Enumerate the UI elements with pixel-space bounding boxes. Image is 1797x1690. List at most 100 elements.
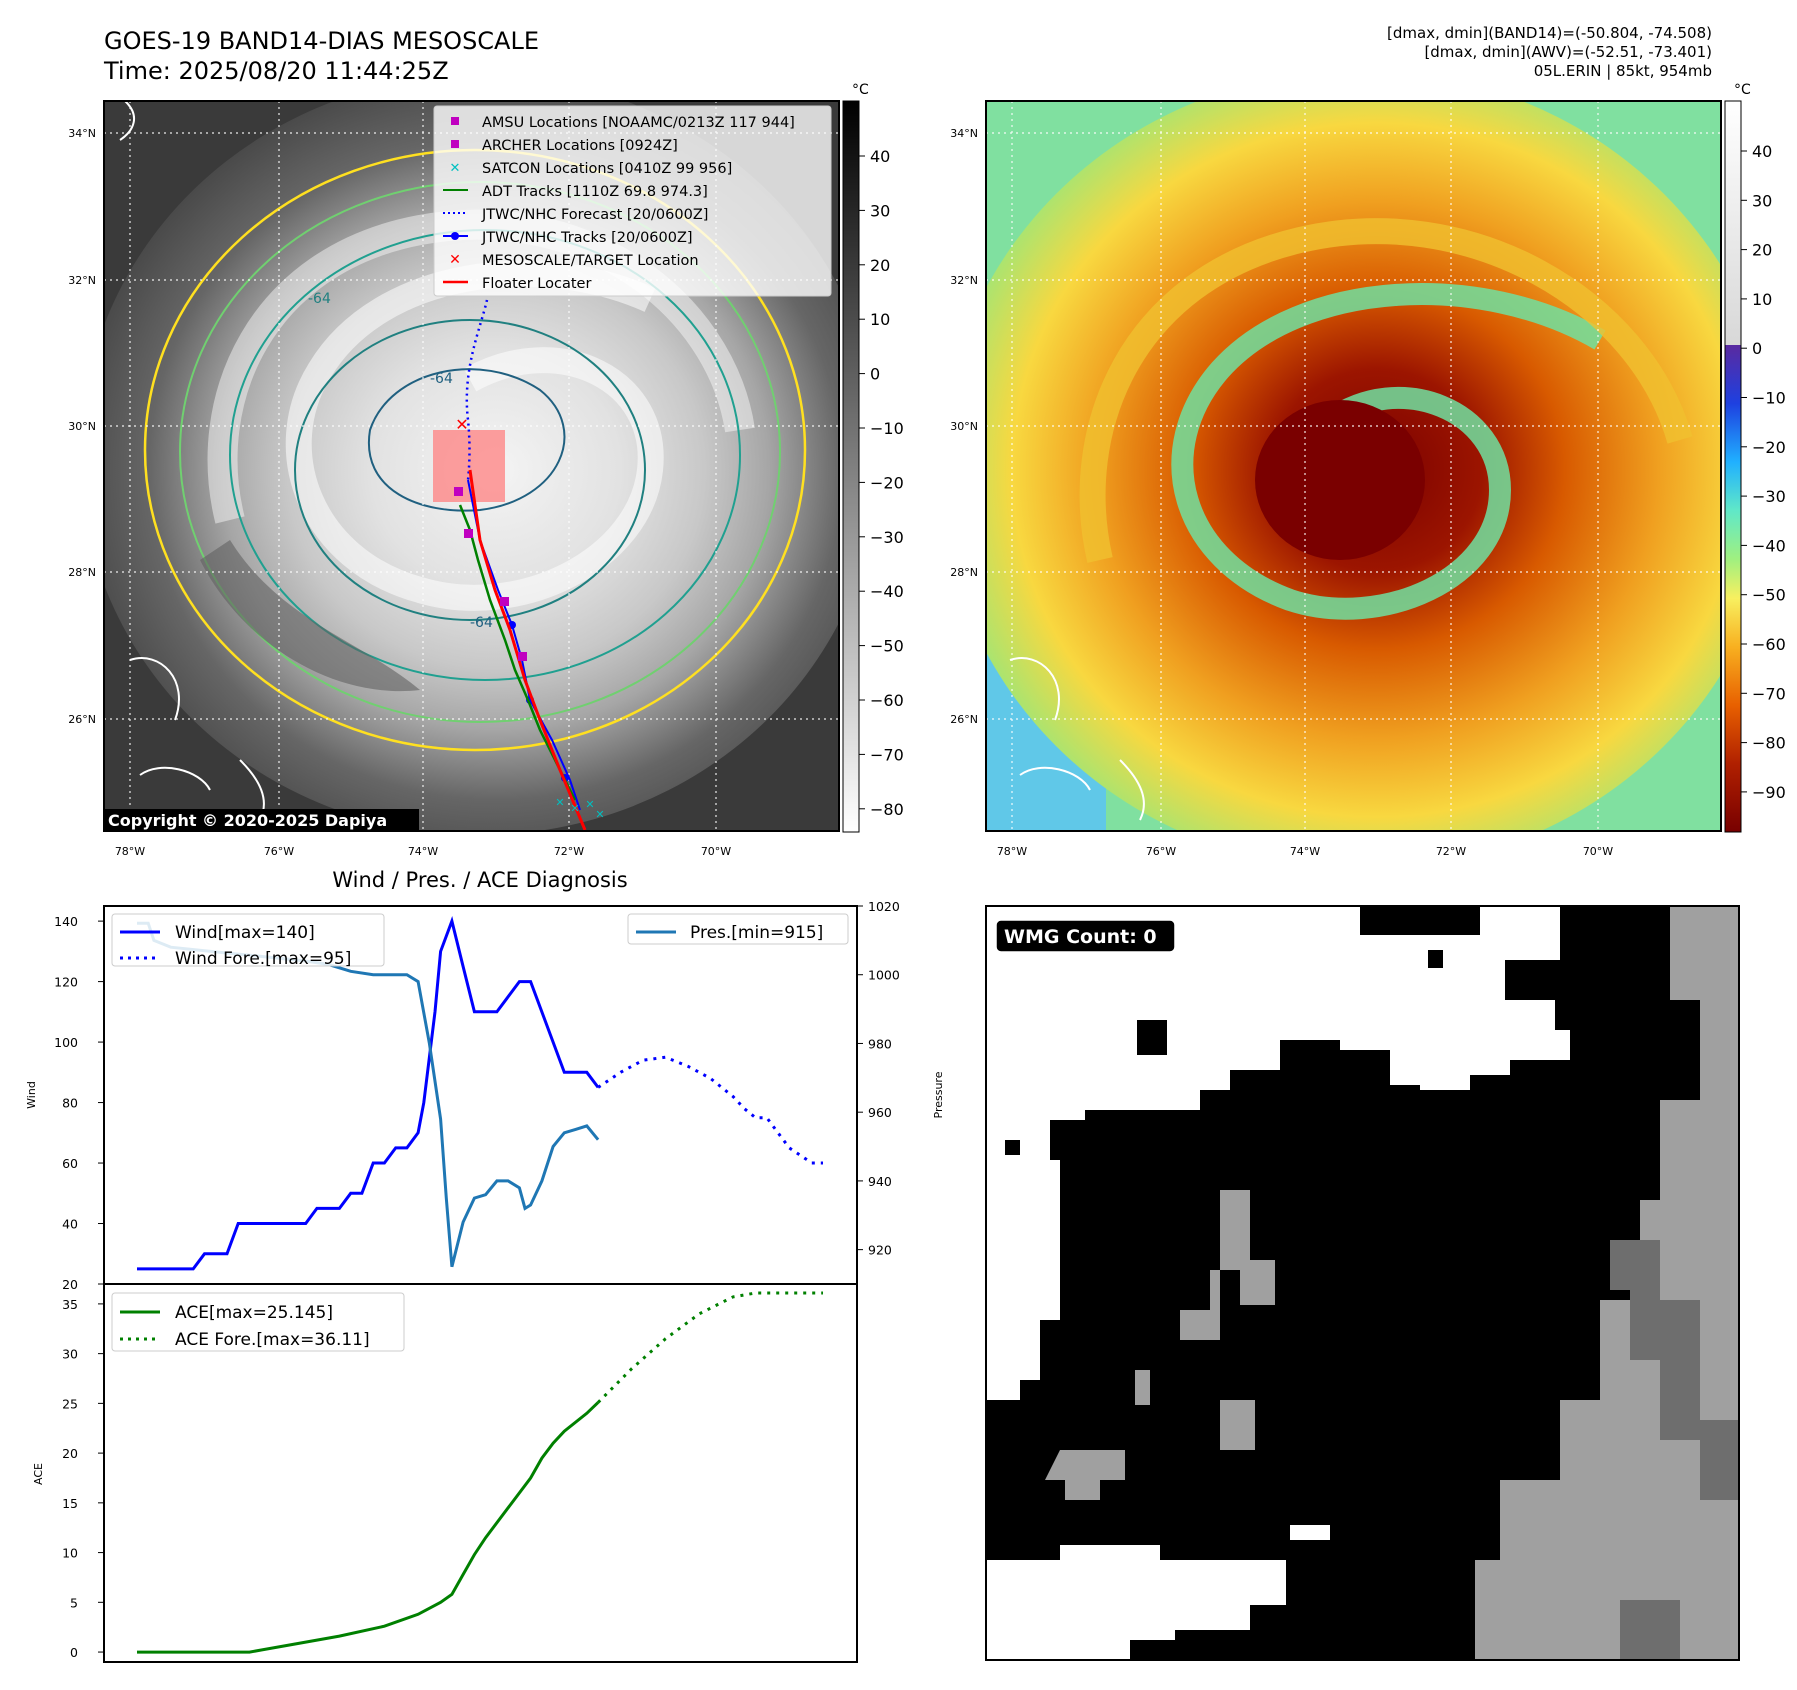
adt-track <box>458 504 577 801</box>
legend-archer: ARCHER Locations [0924Z] <box>482 138 678 154</box>
pressure-legend <box>627 913 849 945</box>
svg-text:✕: ✕ <box>585 798 594 811</box>
lon-label: 74°W <box>1290 845 1320 858</box>
svg-text:✕: ✕ <box>555 796 564 809</box>
color-colorbar-tick-label: 20 <box>1752 241 1772 260</box>
color-colorbar: °C 40 30 20 10 0 −10 −20 −30 −40 −50 −60 −70 −80 −90 <box>1724 82 1786 833</box>
wind-legend-label: Wind[max=140] <box>175 923 315 943</box>
wind-tick-label: 60 <box>62 1156 78 1171</box>
lat-label: 30°N <box>950 420 978 433</box>
lon-label: 74°W <box>408 845 438 858</box>
pressure-axis-label: Pressure <box>932 1071 945 1118</box>
color-map-frame <box>985 100 1722 832</box>
ace-tick-label: 30 <box>62 1347 78 1362</box>
gray-colorbar-tick-label: −30 <box>870 528 904 547</box>
legend-amsu: AMSU Locations [NOAAMC/0213Z 117 944] <box>482 115 795 131</box>
color-colorbar-tick-label: −50 <box>1752 586 1786 605</box>
color-colorbar-tick-label: −20 <box>1752 438 1786 457</box>
wind-tick-label: 120 <box>54 975 78 990</box>
lon-label: 76°W <box>264 845 294 858</box>
gray-colorbar-tick-label: −70 <box>870 745 904 764</box>
color-colorbar-tick-label: 10 <box>1752 290 1772 309</box>
pressure-tick-label: 1000 <box>868 968 900 983</box>
svg-text:✕: ✕ <box>450 161 461 176</box>
gray-colorbar-tick-label: −50 <box>870 637 904 656</box>
svg-text:✕: ✕ <box>449 252 461 268</box>
lat-label: 32°N <box>950 274 978 287</box>
gray-colorbar-tick-label: −20 <box>870 473 904 492</box>
pressure-tick-label: 980 <box>868 1036 892 1051</box>
legend-satcon: SATCON Locations [0410Z 99 956] <box>482 161 732 177</box>
lon-label: 70°W <box>701 845 731 858</box>
lon-label: 78°W <box>115 845 145 858</box>
copyright-text: Copyright © 2020-2025 Dapiya <box>108 811 387 830</box>
wmg-count-label: WMG Count: 0 <box>1004 926 1157 948</box>
gray-colorbar-tick-label: 20 <box>870 256 890 275</box>
ir-color-map <box>986 101 1721 831</box>
lat-label: 26°N <box>68 713 96 726</box>
wind-forecast-line <box>597 1055 823 1165</box>
title-product: GOES-19 BAND14-DIAS MESOSCALE <box>104 27 540 55</box>
color-colorbar-tick-label: −80 <box>1752 734 1786 753</box>
color-colorbar-tick-label: 0 <box>1752 339 1762 358</box>
target-x-marker: ✕ <box>455 415 468 434</box>
color-colorbar-tick-label: −60 <box>1752 635 1786 654</box>
lon-label: 76°W <box>1146 845 1176 858</box>
gray-colorbar-tick-label: −80 <box>870 800 904 819</box>
gray-colorbar-tick-label: −60 <box>870 691 904 710</box>
storm-stats: [dmax, dmin](BAND14)=(-50.804, -74.508) … <box>1387 24 1712 81</box>
lon-label: 78°W <box>997 845 1027 858</box>
lat-label: 34°N <box>950 127 978 140</box>
wmg-count-badge <box>995 919 1176 953</box>
floater-track <box>468 469 587 831</box>
lon-label: 70°W <box>1583 845 1613 858</box>
gray-lat-labels: 34°N 32°N 30°N 28°N 26°N <box>68 127 96 726</box>
stats-awv: [dmax, dmin](AWV)=(-52.51, -73.401) <box>1424 43 1712 61</box>
stats-storm: 05L.ERIN | 85kt, 954mb <box>1533 62 1712 80</box>
lat-label: 28°N <box>950 566 978 579</box>
wind-fore-legend-label: Wind Fore.[max=95] <box>175 949 351 969</box>
color-lon-labels: 78°W 76°W 74°W 72°W 70°W <box>997 845 1613 858</box>
gray-colorbar-tick-label: −10 <box>870 419 904 438</box>
pressure-series-line <box>137 921 600 1268</box>
legend-floater: Floater Locater <box>482 276 591 292</box>
wind-tick-label: 40 <box>62 1217 78 1232</box>
color-colorbar-tick-label: −90 <box>1752 783 1786 802</box>
wmg-mask-panel: WMG Count: 0 <box>985 905 1740 1661</box>
ace-series-line <box>137 1401 600 1654</box>
gray-colorbar-tick-label: −40 <box>870 582 904 601</box>
color-colorbar-tick-label: 30 <box>1752 191 1772 210</box>
wind-legend <box>111 913 385 967</box>
map-legend: ✕ ✕ AMSU Locations [NOAAMC/0213Z 117 944… <box>433 105 832 297</box>
gray-colorbar: °C 40 30 20 10 0 −10 −20 −30 −40 −50 −60 −70 −80 <box>842 82 904 833</box>
ace-panel: ACE 0 5 10 15 20 25 30 35 ACE[max=25.145] ACE F… <box>32 1283 858 1663</box>
gray-colorbar-unit: °C <box>852 82 869 98</box>
lat-label: 34°N <box>68 127 96 140</box>
copyright-badge: Copyright © 2020-2025 Dapiya <box>104 809 419 831</box>
gray-colorbar-tick-label: 40 <box>870 147 890 166</box>
svg-text:✕: ✕ <box>570 802 579 815</box>
wind-tick-label: 80 <box>62 1096 78 1111</box>
legend-markers: ✕ ✕ <box>443 117 468 284</box>
lon-label: 72°W <box>554 845 584 858</box>
title-time: Time: 2025/08/20 11:44:25Z <box>104 57 449 85</box>
wind-axis-label: Wind <box>25 1081 38 1109</box>
color-colorbar-tick-label: −40 <box>1752 536 1786 555</box>
color-colorbar-tick-label: −10 <box>1752 389 1786 408</box>
ace-tick-label: 25 <box>62 1396 78 1411</box>
wind-tick-label: 20 <box>62 1277 78 1292</box>
color-lat-labels: 34°N 32°N 30°N 28°N 26°N <box>950 127 978 726</box>
lat-label: 26°N <box>950 713 978 726</box>
page-title: GOES-19 BAND14-DIAS MESOSCALE Time: 2025… <box>104 26 539 86</box>
pressure-tick-label: 1020 <box>868 899 900 914</box>
legend-adt: ADT Tracks [1110Z 69.8 974.3] <box>482 184 708 200</box>
wind-tick-label: 140 <box>54 914 78 929</box>
ace-axis-label: ACE <box>32 1463 45 1485</box>
ace-forecast-line <box>597 1291 823 1404</box>
ace-tick-label: 20 <box>62 1446 78 1461</box>
diagnosis-title: Wind / Pres. / ACE Diagnosis <box>332 868 627 892</box>
ace-tick-label: 10 <box>62 1546 78 1561</box>
pressure-tick-label: 960 <box>868 1105 892 1120</box>
contour-label: -64 <box>308 291 331 307</box>
pressure-tick-label: 920 <box>868 1243 892 1258</box>
